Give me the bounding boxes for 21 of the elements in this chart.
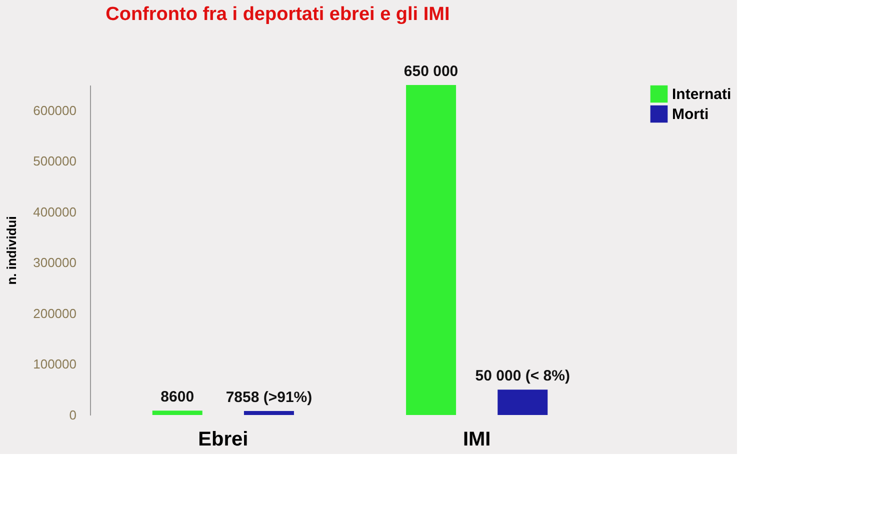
data-label: 50 000 (< 8%): [475, 368, 570, 385]
y-tick-label: 400000: [33, 204, 76, 220]
bar: [498, 390, 548, 415]
y-tick-label: 300000: [33, 255, 76, 270]
data-label: 8600: [160, 388, 194, 406]
y-tick-label: 0: [69, 408, 76, 422]
bar: [244, 411, 294, 415]
y-tick-label: 500000: [33, 154, 76, 169]
x-tick-label: Ebrei: [198, 428, 248, 450]
y-tick-label: 600000: [33, 102, 76, 118]
y-tick-label: 100000: [33, 356, 76, 372]
chart-title: Confronto fra i deportati ebrei e gli IMI: [106, 4, 450, 25]
bar: [152, 410, 202, 415]
y-tick-label: 200000: [33, 306, 76, 321]
data-label: 650 000: [404, 63, 458, 80]
legend-label: Morti: [672, 106, 709, 123]
legend-label: Internati: [672, 86, 732, 103]
data-label: 7858 (>91%): [226, 389, 312, 406]
y-axis-title: n. individui: [4, 216, 20, 285]
x-tick-label: IMI: [462, 428, 491, 450]
bar: [406, 85, 456, 415]
